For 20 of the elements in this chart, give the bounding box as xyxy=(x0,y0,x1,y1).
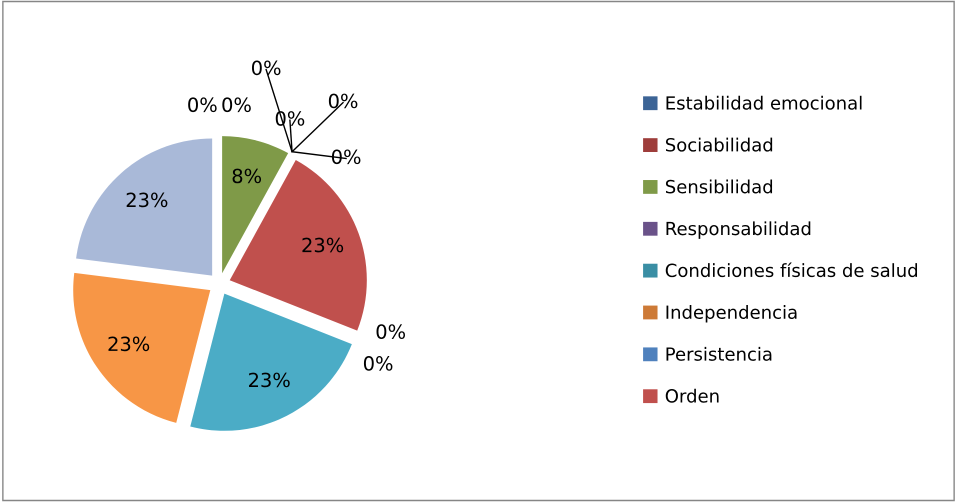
text: 0% xyxy=(252,60,280,76)
data-label: 23% xyxy=(108,336,150,352)
data-label: 23% xyxy=(249,372,290,388)
legend-label: Persistencia xyxy=(666,346,772,361)
legend-label: Responsabilidad xyxy=(666,221,810,239)
text: 0% xyxy=(222,97,251,112)
data-label: 23% xyxy=(302,238,344,252)
text: 0% xyxy=(188,97,217,112)
legend-label: Orden xyxy=(666,388,719,403)
legend-label: Sociabilidad xyxy=(666,138,772,152)
text: 0% xyxy=(376,324,406,339)
legend-label: Independencia xyxy=(666,305,796,323)
text: 0% xyxy=(364,356,392,371)
legend-label: Estabilidad emocional xyxy=(666,96,862,110)
text: 0% xyxy=(328,94,358,108)
legend-label: Sensibilidad xyxy=(666,179,772,194)
data-label: 8% xyxy=(232,168,262,184)
legend-label: Condiciones físicas de salud xyxy=(666,262,918,278)
text: 0% xyxy=(332,149,360,164)
data-label: 23% xyxy=(126,192,168,208)
